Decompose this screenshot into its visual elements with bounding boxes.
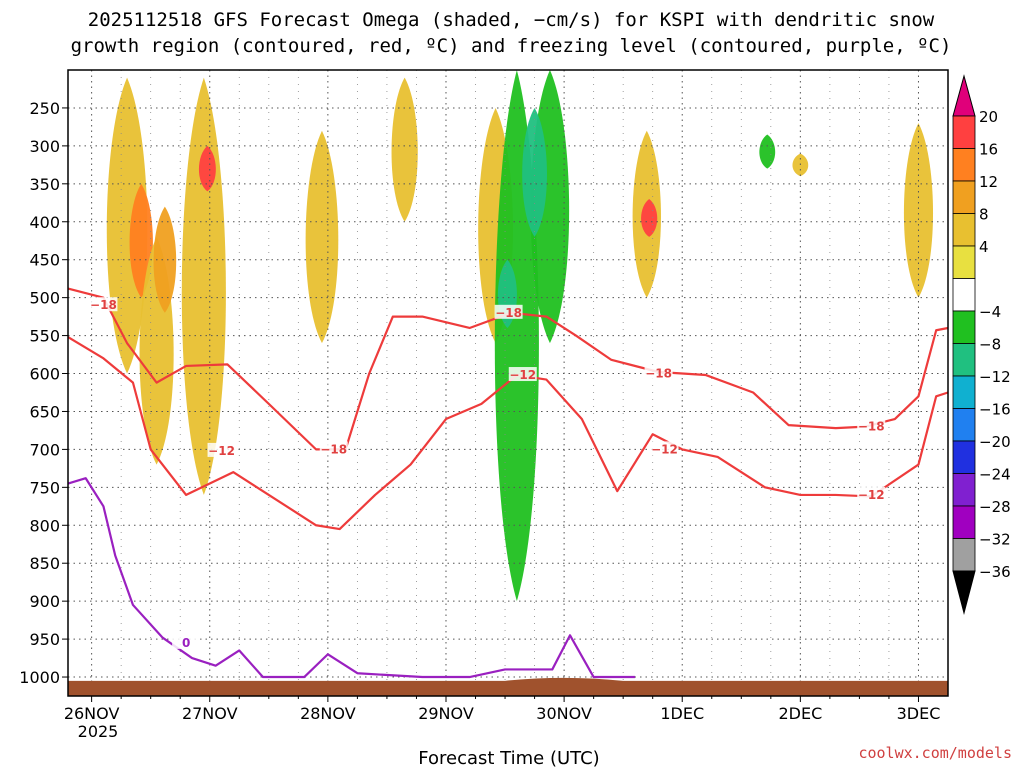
omega-region-3 [181, 77, 226, 495]
y-tick-label: 500 [29, 289, 60, 308]
colorbar-label: −20 [979, 433, 1011, 451]
colorbar-label: −16 [979, 401, 1011, 419]
colorbar-label: −8 [979, 336, 1001, 354]
chart-title-line1: 2025112518 GFS Forecast Omega (shaded, −… [88, 9, 935, 31]
contour-minus12-label-bg [650, 441, 679, 456]
y-tick-label: 750 [29, 478, 60, 497]
terrain-band [68, 677, 948, 696]
contour-minus18-label-bg [857, 418, 886, 433]
colorbar-segment [952, 245, 976, 279]
contour-minus18-label: −18 [858, 420, 885, 434]
y-tick-label: 550 [29, 327, 60, 346]
contour-minus12-label-bg [207, 442, 236, 457]
colorbar-label: 20 [979, 108, 998, 126]
contour-minus18-label-bg [494, 304, 523, 319]
y-tick-label: 250 [29, 99, 60, 118]
contour-minus12-label: −12 [208, 444, 235, 458]
colorbar-segment [952, 473, 976, 507]
colorbar-segment [952, 148, 976, 182]
colorbar-label: 16 [979, 141, 998, 159]
contour-minus18-label: −18 [645, 367, 672, 381]
colorbar-label: −28 [979, 498, 1011, 516]
omega-region-4 [198, 145, 216, 192]
x-tick-label: 28NOV [300, 704, 356, 723]
colorbar-segment [952, 538, 976, 572]
chart-title-line2: growth region (contoured, red, ºC) and f… [71, 35, 952, 57]
colorbar-segment [952, 375, 976, 409]
colorbar-top-triangle [952, 74, 976, 117]
colorbar-label: −36 [979, 563, 1011, 581]
omega-region-11 [522, 107, 547, 237]
y-tick-label: 350 [29, 175, 60, 194]
colorbar: 20 16 12 8 4 −4 −8 −12 −16 −20 −24 −28 −32 −36 [952, 74, 1011, 615]
omega-region-7 [391, 77, 418, 222]
x-tick-label: 3DEC [897, 704, 941, 723]
contour-layer: −18 −18 −18 −18 −18 −12 −12 −12 −12 0 [67, 287, 949, 679]
colorbar-segment [952, 213, 976, 247]
x-tick-label: 2DEC [778, 704, 822, 723]
contour-minus12-label: −12 [651, 442, 678, 456]
contour-minus12-label-bg [857, 486, 886, 501]
y-tick-label: 850 [29, 554, 60, 573]
contour-minus18-label-bg [644, 365, 673, 380]
omega-region-15 [759, 134, 776, 169]
omega-region-5 [153, 206, 177, 313]
x-tick-label: 30NOV [536, 704, 592, 723]
y-tick-label: 300 [29, 137, 60, 156]
x-tick-label: 1DEC [660, 704, 704, 723]
contour-minus18-label: −18 [495, 306, 522, 320]
y-tick-label: 450 [29, 251, 60, 270]
colorbar-label: 4 [979, 238, 989, 256]
x-axis-year: 2025 [78, 722, 119, 741]
colorbar-label: 12 [979, 173, 998, 191]
y-tick-label: 800 [29, 516, 60, 535]
x-tick-label: 27NOV [182, 704, 238, 723]
colorbar-segment [952, 408, 976, 442]
y-axis-ticks: 250 300 350 400 450 500 550 600 650 700 750 800 850 9… [19, 99, 68, 687]
y-tick-label: 1000 [19, 668, 60, 687]
y-tick-label: 950 [29, 630, 60, 649]
plot-border [67, 69, 949, 697]
x-tick-label: 26NOV [64, 704, 120, 723]
contour-minus18-label: −18 [320, 442, 347, 456]
x-tick-label: 29NOV [418, 704, 474, 723]
contour-minus12-label: −12 [858, 488, 885, 502]
colorbar-segment [952, 278, 976, 312]
colorbar-segment [952, 180, 976, 214]
y-tick-label: 600 [29, 365, 60, 384]
colorbar-bottom-triangle [952, 570, 976, 615]
colorbar-label: −32 [979, 531, 1011, 549]
colorbar-label: −4 [979, 303, 1001, 321]
ground-layer [68, 677, 948, 696]
colorbar-segment [952, 115, 976, 149]
omega-region-6 [305, 130, 339, 344]
y-tick-label: 400 [29, 213, 60, 232]
contour-freezing-line [67, 477, 635, 679]
colorbar-label: 8 [979, 206, 989, 224]
contour-freezing-label: 0 [182, 636, 190, 650]
contour-minus18-label: −18 [90, 298, 117, 312]
colorbar-segment [952, 505, 976, 539]
contour-minus12-label-bg [508, 367, 537, 382]
y-tick-label: 700 [29, 440, 60, 459]
contour-minus18-label-bg [319, 441, 348, 456]
credit-link[interactable]: coolwx.com/models [858, 744, 1012, 762]
gridlines [68, 70, 948, 696]
y-tick-label: 650 [29, 402, 60, 421]
colorbar-label: −24 [979, 466, 1011, 484]
y-tick-label: 900 [29, 592, 60, 611]
omega-region-16 [903, 123, 934, 298]
colorbar-label: −12 [979, 368, 1011, 386]
colorbar-segment [952, 440, 976, 474]
contour-minus12-label: −12 [509, 368, 536, 382]
omega-shading-layer [106, 70, 934, 602]
x-axis-ticks: 26NOV 27NOV 28NOV 29NOV 30NOV 1DEC 2DEC 3DEC [64, 696, 941, 723]
contour-freezing-label-bg [172, 634, 201, 649]
x-axis-title: Forecast Time (UTC) [418, 748, 599, 768]
colorbar-segment [952, 310, 976, 344]
contour-minus18-label-bg [89, 297, 118, 312]
colorbar-segment [952, 343, 976, 377]
omega-region-14 [641, 198, 658, 237]
